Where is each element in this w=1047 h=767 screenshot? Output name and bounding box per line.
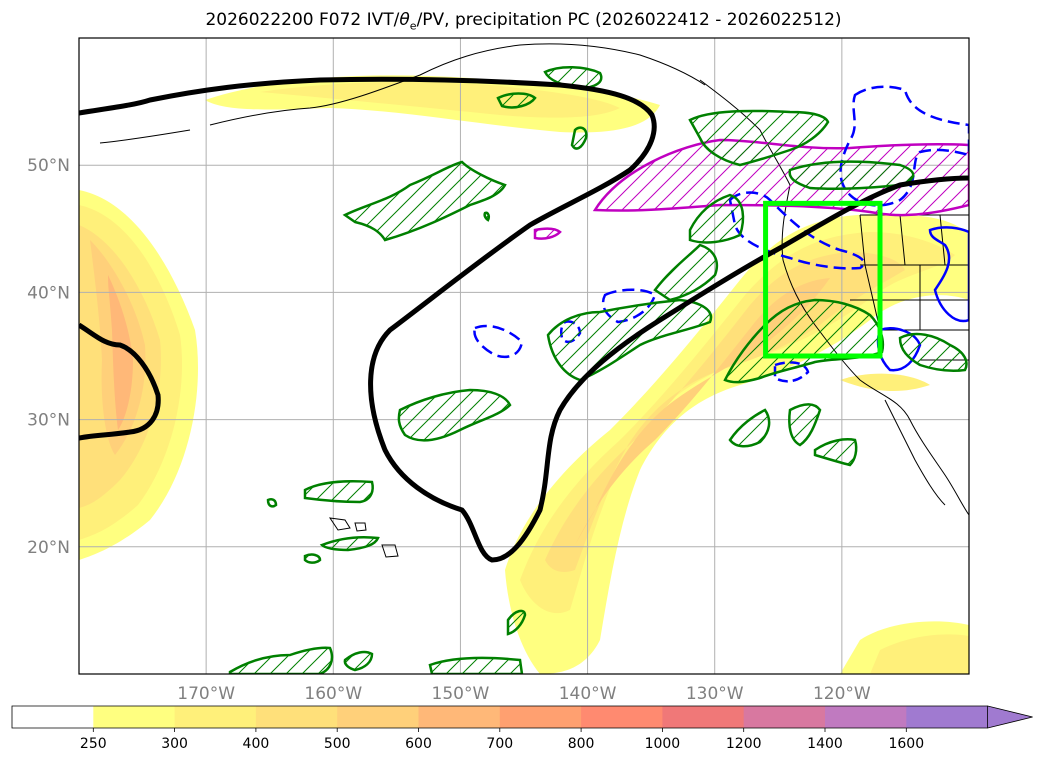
highlight-box xyxy=(763,200,883,359)
colorbar-label: 1600 xyxy=(888,736,924,752)
colorbar-label: 1200 xyxy=(726,736,762,752)
pv-contour-west xyxy=(79,322,161,441)
precip-region-16 xyxy=(303,480,374,504)
ivt-region-se-300 xyxy=(870,634,969,674)
precip-region-13 xyxy=(728,408,771,448)
theta-e-low-1 xyxy=(839,85,969,207)
lon-tick-label: 120°W xyxy=(813,684,871,704)
colorbar-extend-arrow xyxy=(987,705,1033,729)
precip-contours xyxy=(228,66,968,674)
precip-region-24 xyxy=(483,211,491,222)
lon-tick-labels: 170°W 160°W 150°W 140°W 130°W 120°W xyxy=(177,684,871,704)
precip-region-20 xyxy=(228,646,334,674)
map-frame xyxy=(78,37,970,675)
precip-region-4 xyxy=(570,126,588,150)
precip-region-18 xyxy=(303,553,322,564)
aleutian xyxy=(99,129,191,144)
pv-contour-main xyxy=(79,76,969,563)
ivt-region-west-600 xyxy=(108,275,133,430)
lat-tick-label: 20°N xyxy=(27,538,70,558)
colorbar-segment xyxy=(93,706,176,728)
precip-region-14 xyxy=(788,403,822,447)
colorbar-segment xyxy=(255,706,338,728)
lat-tick-label: 50°N xyxy=(27,156,70,176)
precip-region-17 xyxy=(319,536,380,552)
ivt-region-e xyxy=(840,373,930,392)
precip-region-1 xyxy=(342,160,507,242)
colorbar-segment xyxy=(337,706,419,728)
hawaii-2 xyxy=(354,522,367,532)
precip-region-11 xyxy=(898,332,968,373)
theta-e-low-5 xyxy=(928,226,969,323)
precip-region-3 xyxy=(496,92,537,109)
colorbar-label: 300 xyxy=(161,736,188,752)
hawaii-3 xyxy=(381,544,399,558)
colorbar-label: 1400 xyxy=(807,736,843,752)
precip-region-15 xyxy=(813,438,858,467)
colorbar: 250 300 400 500 600 700 800 1000 1200 1400 1600 xyxy=(11,705,1033,752)
colorbar-segment xyxy=(825,706,907,728)
colorbar-label: 600 xyxy=(405,736,432,752)
hawaii-1 xyxy=(328,517,351,531)
lon-tick-label: 150°W xyxy=(432,684,490,704)
coastline-alaska xyxy=(209,43,706,126)
pv-contours xyxy=(79,76,969,563)
theta-e-low-8 xyxy=(773,361,810,383)
colorbar-label: 1000 xyxy=(645,736,681,752)
theta-e-low-4 xyxy=(473,324,524,359)
ivt-region-ar-300 xyxy=(520,232,955,614)
colorbar-segment xyxy=(12,706,94,728)
precip-region-23 xyxy=(266,497,278,508)
theta-e-high-2 xyxy=(533,227,562,240)
colorbar-label: 250 xyxy=(80,736,107,752)
lon-tick-label: 140°W xyxy=(559,684,617,704)
colorbar-label: 500 xyxy=(324,736,351,752)
lat-tick-labels: 50°N 40°N 30°N 20°N xyxy=(27,156,70,558)
precip-region-5 xyxy=(688,109,830,167)
colorbar-segment xyxy=(499,706,582,728)
state-borders xyxy=(859,214,946,331)
colorbar-segment xyxy=(743,706,826,728)
lon-tick-label: 160°W xyxy=(304,684,362,704)
map-grid xyxy=(79,38,969,674)
chart-title: 2026022200 F072 IVT/θe/PV, precipitation… xyxy=(205,10,842,33)
lat-tick-label: 40°N xyxy=(27,283,70,303)
colorbar-label: 700 xyxy=(486,736,513,752)
precip-region-22 xyxy=(428,656,524,674)
colorbar-label: 800 xyxy=(568,736,595,752)
lat-tick-label: 30°N xyxy=(27,411,70,431)
colorbar-label: 400 xyxy=(243,736,270,752)
colorbar-segment xyxy=(662,706,745,728)
precip-region-12 xyxy=(397,388,512,442)
coastline-baja xyxy=(884,399,946,506)
precip-region-21 xyxy=(343,650,374,672)
ivt-region-north-300 xyxy=(260,82,620,118)
precip-region-7 xyxy=(688,193,745,244)
colorbar-segment xyxy=(418,706,501,728)
colorbar-segment xyxy=(906,706,989,728)
lon-tick-label: 130°W xyxy=(686,684,744,704)
precip-region-19 xyxy=(506,609,527,636)
precip-region-9 xyxy=(653,243,719,302)
lon-tick-label: 170°W xyxy=(177,684,235,704)
colorbar-segment xyxy=(174,706,257,728)
colorbar-segment xyxy=(581,706,663,728)
ivt-shading xyxy=(79,75,969,674)
